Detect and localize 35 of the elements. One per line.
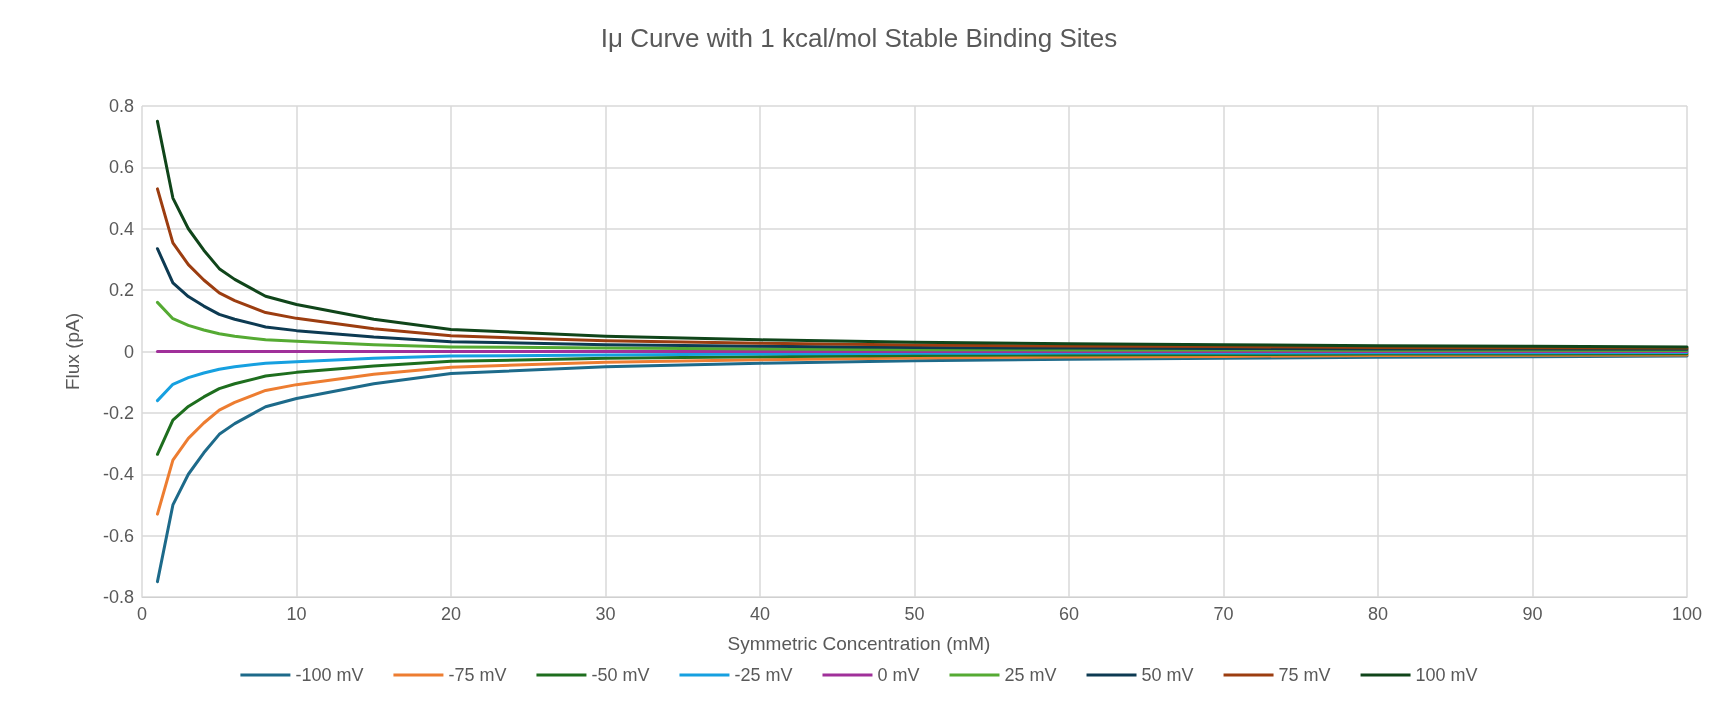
y-tick-label: 0 (123, 341, 134, 362)
legend-label: 100 mV (1415, 665, 1478, 685)
x-tick-label: 40 (749, 604, 771, 624)
x-tick-label: 70 (1213, 604, 1234, 624)
line-series (155, 247, 1689, 351)
y-tick-label: 0.6 (108, 157, 134, 178)
legend-label: 25 mV (1004, 665, 1057, 685)
legend-label: 0 mV (877, 665, 920, 685)
legend-label: 50 mV (1141, 665, 1194, 685)
legend-label: -75 mV (448, 665, 507, 685)
x-tick-label: 100 (1671, 604, 1703, 624)
x-tick-label: 60 (1058, 604, 1080, 624)
legend-label: 75 mV (1278, 665, 1331, 685)
x-tick-label: 90 (1522, 604, 1543, 624)
y-tick-label: 0.4 (108, 218, 134, 239)
y-tick-label: -0.8 (102, 587, 134, 607)
line-series (155, 353, 1689, 516)
chart-title: Iμ Curve with 1 kcal/mol Stable Binding Sites (600, 23, 1118, 53)
x-tick-label: 0 (136, 604, 148, 624)
y-tick-label: -0.2 (102, 402, 134, 423)
y-tick-label: -0.4 (102, 464, 134, 485)
legend-label: -25 mV (734, 665, 793, 685)
line-series (155, 119, 1689, 349)
x-axis-title: Symmetric Concentration (mM) (727, 633, 991, 654)
y-axis-title: Flux (pA) (62, 312, 83, 391)
y-tick-label: 0.2 (108, 280, 134, 301)
y-tick-label: -0.6 (102, 525, 134, 546)
legend-label: -100 mV (295, 665, 364, 685)
x-tick-label: 10 (286, 604, 307, 624)
x-tick-label: 50 (904, 604, 925, 624)
y-tick-label: 0.8 (108, 96, 134, 116)
legend-label: -50 mV (591, 665, 650, 685)
x-tick-label: 30 (595, 604, 616, 624)
x-tick-label: 80 (1367, 604, 1389, 624)
x-tick-label: 20 (440, 604, 462, 624)
